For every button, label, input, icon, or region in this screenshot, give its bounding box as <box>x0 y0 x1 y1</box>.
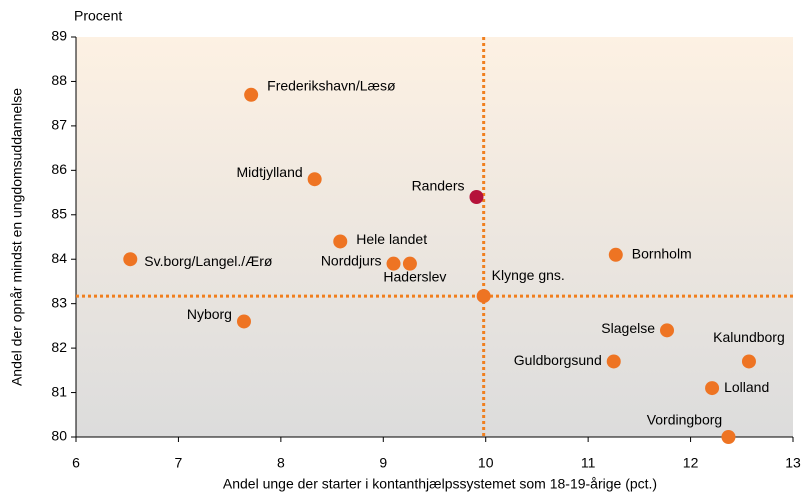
point-label: Kalundborg <box>713 329 785 345</box>
x-tick-label: 9 <box>379 455 387 471</box>
point <box>721 430 736 444</box>
y-tick-label: 83 <box>51 294 67 310</box>
y-tick-label: 80 <box>51 428 67 444</box>
y-tick-label: 86 <box>51 161 67 177</box>
point <box>402 256 417 271</box>
point-label: Frederikshavn/Læsø <box>267 77 396 93</box>
y-tick-label: 87 <box>51 117 67 133</box>
y-tick-label: 84 <box>51 250 67 266</box>
unit-label: Procent <box>74 8 122 24</box>
point-label: Lolland <box>724 379 769 395</box>
point-label: Bornholm <box>632 245 692 261</box>
point-label: Nyborg <box>187 306 232 322</box>
point-label: Slagelse <box>601 320 655 336</box>
point <box>244 87 259 102</box>
x-tick-label: 10 <box>478 455 494 471</box>
point-label: Hele landet <box>356 231 427 247</box>
point-label: Sv.borg/Langel./Ærø <box>144 253 273 269</box>
x-tick-label: 12 <box>683 455 699 471</box>
x-tick-label: 6 <box>72 455 80 471</box>
plot-area <box>76 37 793 437</box>
point-label: Haderslev <box>383 268 446 284</box>
point <box>741 354 756 369</box>
point <box>608 247 623 262</box>
y-tick-label: 88 <box>51 72 67 88</box>
point <box>333 234 348 249</box>
point <box>705 381 720 396</box>
x-tick-label: 13 <box>785 455 801 471</box>
x-tick-label: 11 <box>581 455 596 471</box>
point <box>123 252 138 267</box>
y-axis-label: Andel der opnår mindst en ungdomsuddanne… <box>9 88 25 386</box>
point <box>307 172 322 187</box>
y-tick-label: 81 <box>51 383 67 399</box>
y-tick-label: 85 <box>51 205 67 221</box>
point-label: Guldborgsund <box>514 352 602 368</box>
x-tick-label: 7 <box>175 455 183 471</box>
y-tick-label: 89 <box>51 28 67 44</box>
point <box>606 354 621 369</box>
x-axis-label: Andel unge der starter i kontanthjælpssy… <box>223 476 657 492</box>
point-label: Vordingborg <box>647 412 723 428</box>
point <box>476 289 491 304</box>
point-label: Randers <box>412 178 465 194</box>
x-tick-label: 8 <box>277 455 285 471</box>
point-label: Midtjylland <box>237 164 303 180</box>
point-label: Norddjurs <box>321 252 382 268</box>
y-tick-label: 82 <box>51 339 67 355</box>
point <box>469 190 484 204</box>
point <box>386 256 401 271</box>
point <box>236 314 251 329</box>
point <box>660 323 675 338</box>
point-label: Klynge gns. <box>492 267 565 283</box>
